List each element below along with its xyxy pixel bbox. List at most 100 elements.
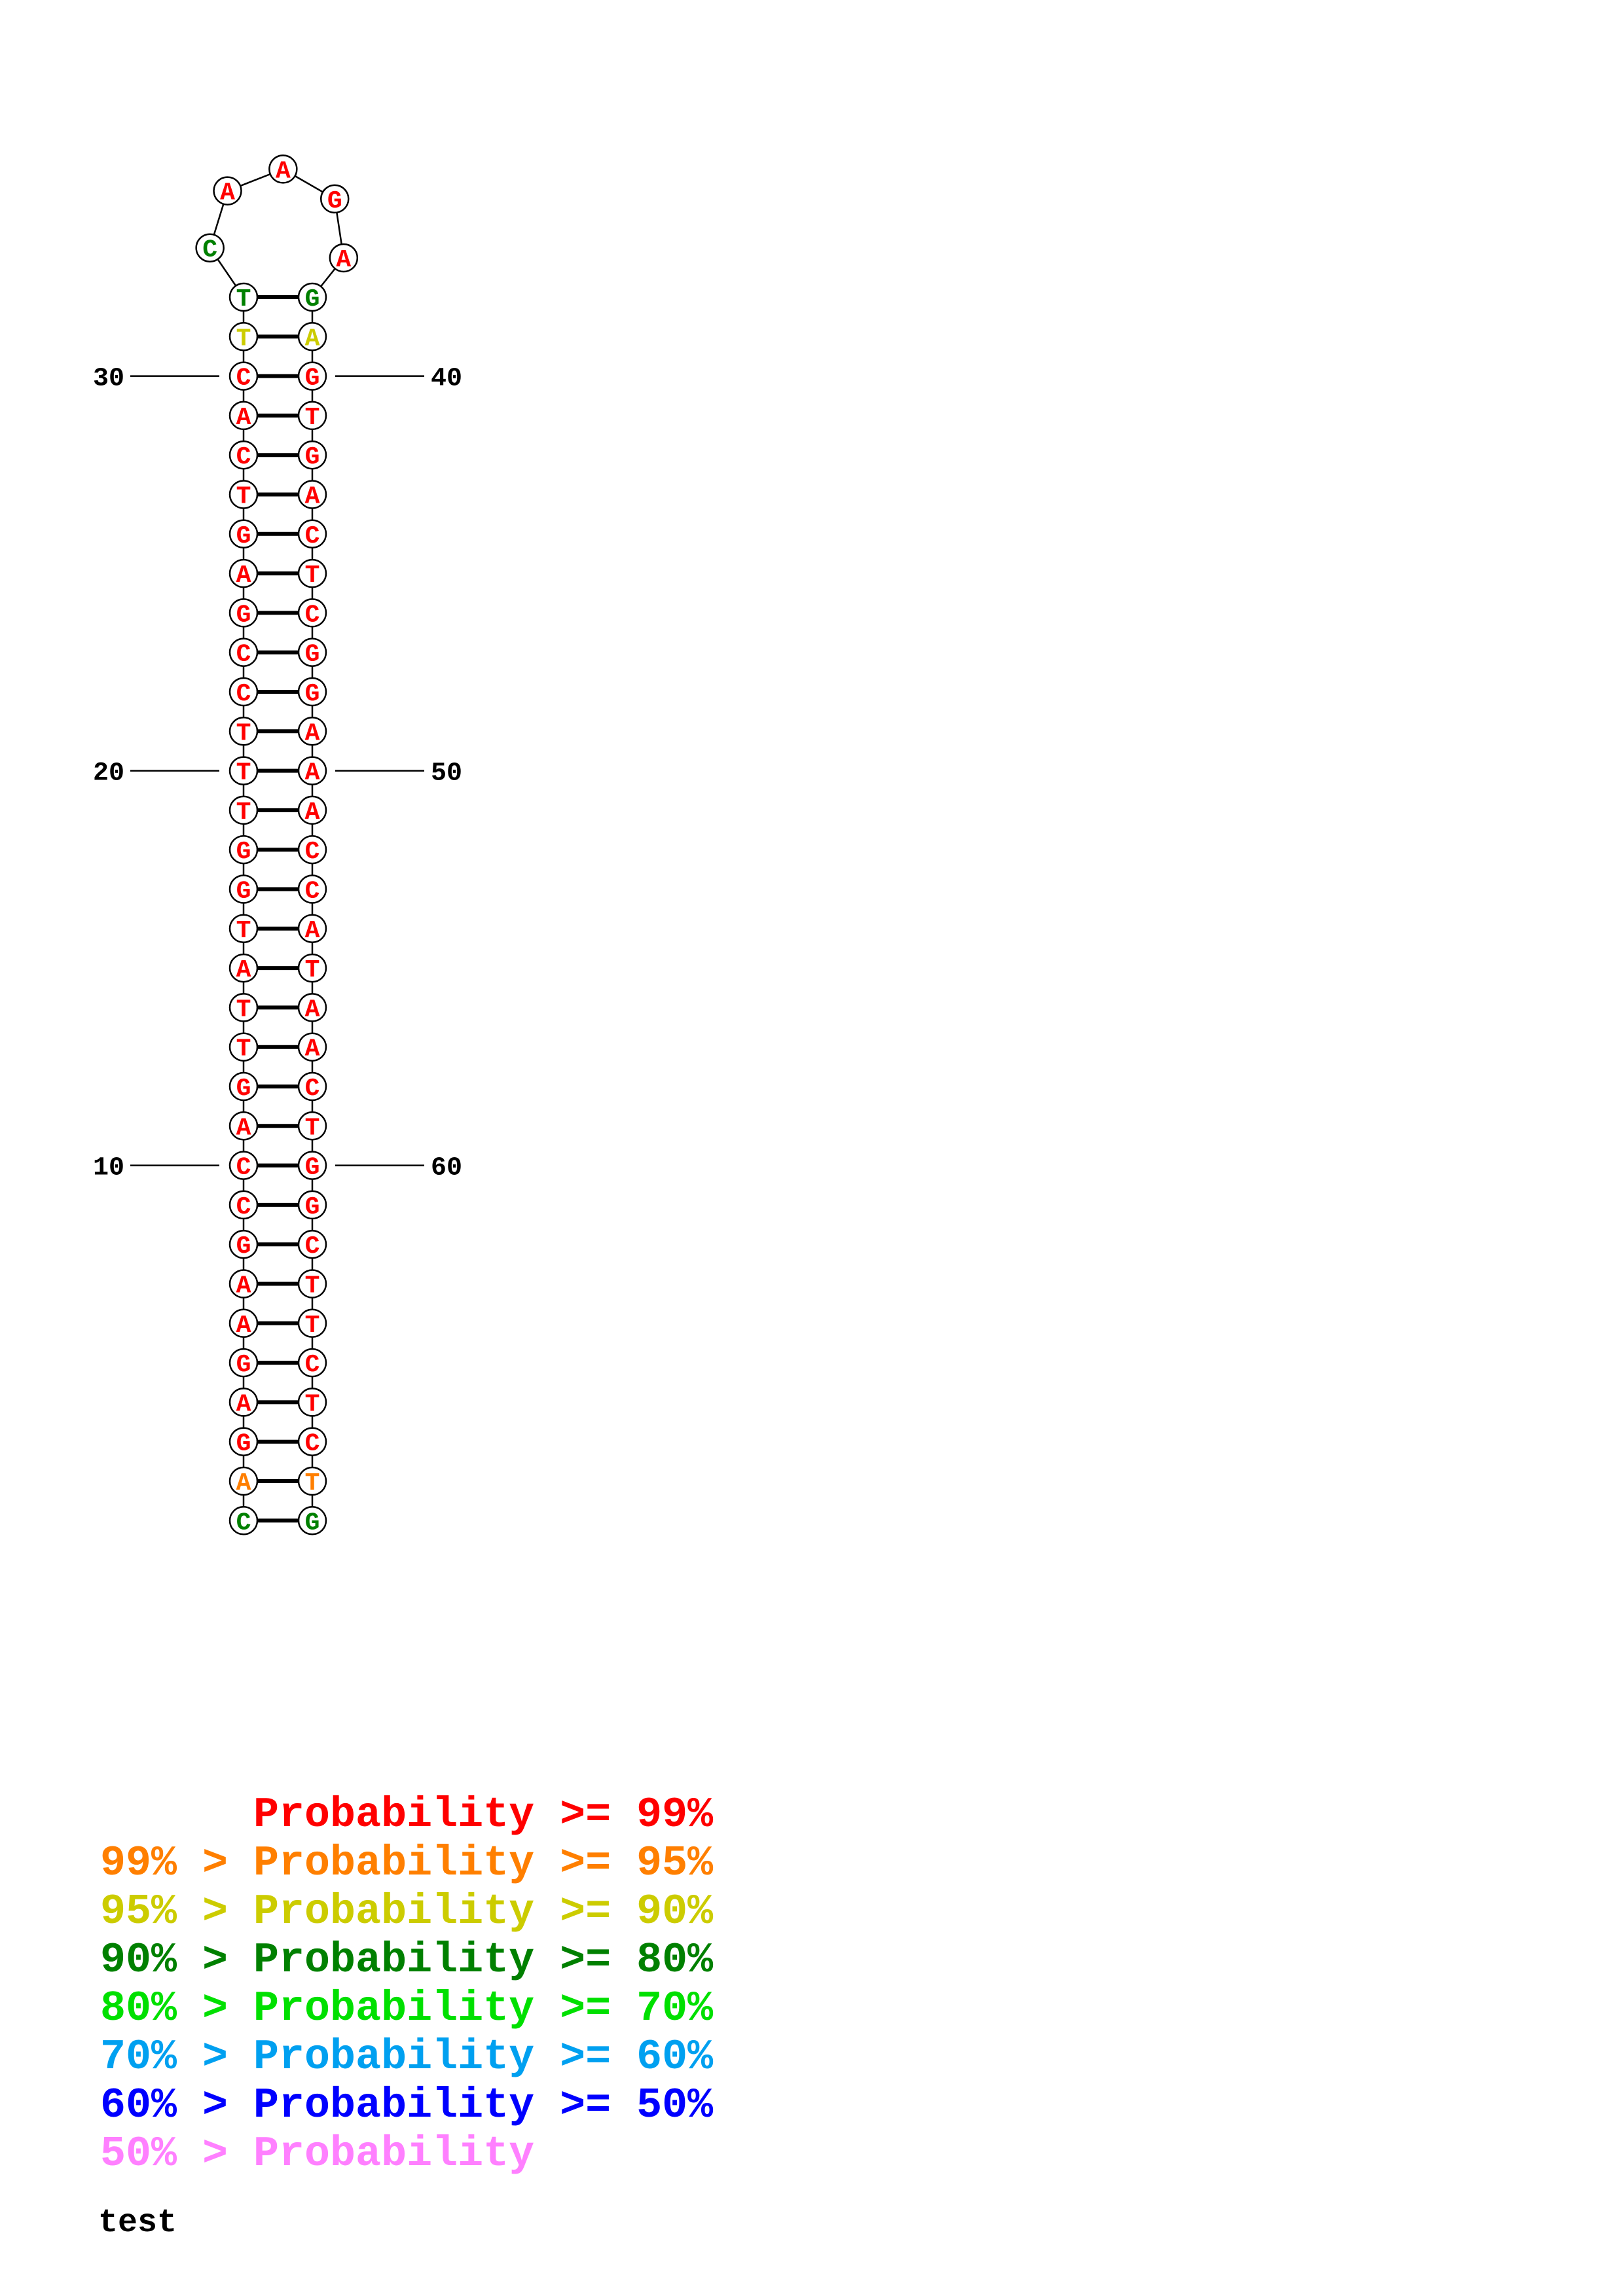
nucleotide-base: C — [236, 641, 251, 669]
nucleotide-base: T — [236, 917, 251, 945]
nucleotide-base: T — [305, 1312, 320, 1340]
nucleotide-base: A — [236, 1312, 251, 1340]
nucleotide-circle — [297, 874, 327, 904]
position-label: 10 — [93, 1154, 124, 1183]
nucleotide-base: G — [305, 1509, 320, 1537]
nucleotide-base: C — [236, 1154, 251, 1182]
nucleotide-circle — [297, 1032, 327, 1062]
nucleotide-base: T — [305, 1272, 320, 1300]
nucleotide-base: T — [305, 562, 320, 590]
nucleotide-circle — [297, 282, 327, 312]
position-label: 40 — [431, 365, 462, 394]
nucleotide-base: C — [305, 1430, 320, 1458]
nucleotide-base: A — [220, 179, 235, 207]
nucleotide-base: G — [236, 601, 251, 629]
nucleotide-base: A — [336, 246, 351, 274]
position-label: 20 — [93, 759, 124, 789]
nucleotide-base: C — [236, 1193, 251, 1221]
nucleotide-circle — [228, 361, 259, 391]
nucleotide-base: G — [305, 365, 320, 393]
legend-range-prefix: 70% > — [100, 2033, 254, 2081]
nucleotide-circle — [297, 717, 327, 746]
nucleotide-base: A — [236, 562, 251, 590]
legend-item-text: Probability >= 95% — [253, 1839, 714, 1888]
nucleotide-circle — [297, 1190, 327, 1220]
nucleotide-base: G — [236, 522, 251, 550]
nucleotide-circles — [195, 154, 359, 1535]
legend-item: 90% > Probability >= 80% — [100, 1936, 713, 1984]
nucleotide-circle — [213, 176, 242, 206]
legend-item-text: Probability >= 80% — [253, 1936, 714, 1984]
nucleotide-base: T — [236, 1035, 251, 1064]
nucleotide-circle — [228, 677, 259, 707]
nucleotide-circle — [228, 1506, 259, 1535]
legend-item-text: Probability >= 90% — [253, 1888, 714, 1936]
nucleotide-circle — [297, 1348, 327, 1378]
nucleotide-circle — [228, 1466, 259, 1496]
position-label: 60 — [431, 1154, 462, 1183]
nucleotide-circle — [297, 440, 327, 470]
nucleotide-base: G — [305, 1154, 320, 1182]
nucleotide-circle — [228, 1071, 259, 1102]
nucleotide-base: G — [327, 187, 342, 215]
nucleotide-circle — [329, 243, 359, 273]
nucleotide-base: C — [236, 1509, 251, 1537]
nucleotide-base: G — [305, 285, 320, 314]
legend-item-text: Probability >= 50% — [253, 2081, 714, 2130]
nucleotide-circle — [297, 558, 327, 588]
nucleotide-circle — [195, 233, 225, 262]
nucleotide-base: C — [305, 601, 320, 629]
nucleotide-base: G — [236, 1075, 251, 1103]
nucleotide-circle — [297, 1071, 327, 1102]
nucleotide-circle — [228, 1032, 259, 1062]
position-labels: 30 40 20 50 10 60 — [93, 365, 462, 1183]
nucleotide-circle — [228, 914, 259, 944]
nucleotide-circle — [228, 282, 259, 312]
legend-item-text: Probability >= 99% — [253, 1791, 714, 1839]
nucleotide-circle — [297, 914, 327, 944]
probability-legend: Probability >= 99% 99% > Probability >= 9… — [100, 1791, 713, 2178]
nucleotide-base: C — [305, 1351, 320, 1379]
nucleotide-base: G — [236, 838, 251, 866]
nucleotide-circle — [228, 480, 259, 509]
nucleotide-circle — [297, 677, 327, 707]
nucleotide-circle — [228, 598, 259, 628]
nucleotide-base: T — [305, 1390, 320, 1418]
legend-range-prefix: 80% > — [100, 1984, 254, 2033]
nucleotide-base: T — [236, 759, 251, 787]
nucleotide-base: A — [236, 1114, 251, 1142]
nucleotide-circle — [228, 1308, 259, 1338]
nucleotide-circle — [228, 1111, 259, 1141]
nucleotide-base: G — [236, 1351, 251, 1379]
legend-item-text: Probability — [253, 2130, 535, 2178]
nucleotide-base: G — [305, 443, 320, 471]
nucleotide-circle — [228, 1269, 259, 1299]
legend-item: 99% > Probability >= 95% — [100, 1839, 713, 1888]
nucleotide-circle — [228, 834, 259, 865]
nucleotide-base: A — [236, 1390, 251, 1418]
nucleotide-base: T — [305, 956, 320, 984]
nucleotide-base: C — [236, 680, 251, 708]
nucleotide-circle — [228, 1151, 259, 1180]
nucleotide-base: A — [305, 917, 320, 945]
nucleotide-circle — [297, 834, 327, 865]
nucleotide-circle — [228, 756, 259, 785]
nucleotide-base: T — [236, 325, 251, 353]
structure-title: test — [98, 2204, 177, 2242]
nucleotide-circle — [297, 953, 327, 983]
nucleotide-circle — [228, 717, 259, 746]
legend-item: 70% > Probability >= 60% — [100, 2033, 713, 2081]
position-label: 30 — [93, 365, 124, 394]
nucleotide-base: T — [305, 1114, 320, 1142]
nucleotide-base: T — [236, 996, 251, 1024]
nucleotide-circle — [228, 1388, 259, 1417]
nucleotide-base: T — [236, 719, 251, 747]
nucleotide-circle — [228, 993, 259, 1022]
nucleotide-base: T — [236, 285, 251, 314]
legend-range-prefix: 60% > — [100, 2081, 254, 2130]
nucleotide-circle — [297, 993, 327, 1022]
legend-item-text: Probability >= 70% — [253, 1984, 714, 2033]
nucleotide-base: G — [305, 1193, 320, 1221]
nucleotide-base: A — [236, 1469, 251, 1498]
nucleotide-base: A — [305, 996, 320, 1024]
